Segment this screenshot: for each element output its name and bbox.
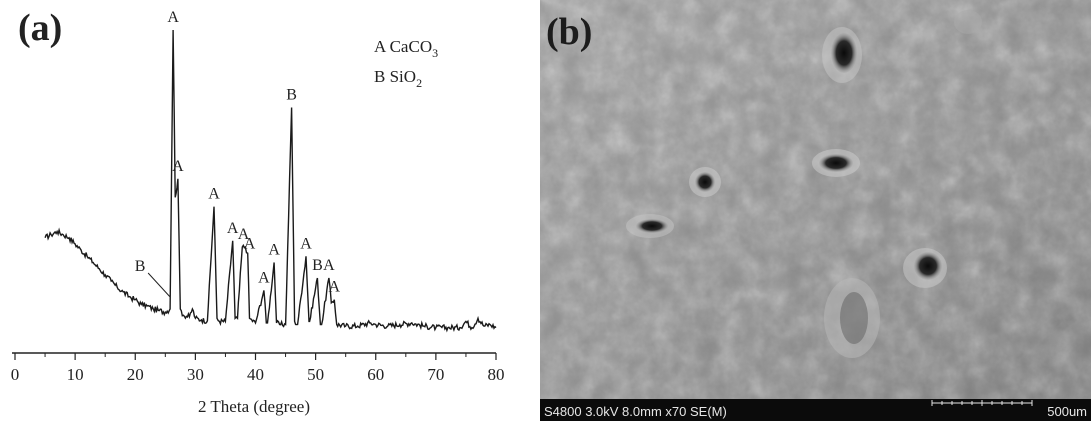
- sem-panel: (b) S4800 3.0kV 8.0mm x70 SE(M) 500um: [540, 0, 1091, 421]
- annotations: B: [135, 258, 171, 298]
- peak-label: A: [258, 269, 270, 286]
- annotation-label: B: [135, 258, 146, 275]
- peak-label: A: [244, 235, 256, 252]
- peak-label: A: [300, 235, 312, 252]
- pore-2: [689, 167, 721, 197]
- panel-a-label: (a): [18, 7, 62, 49]
- scale-bar-label: 500um: [1047, 404, 1087, 419]
- peak-label: A: [268, 242, 280, 259]
- x-axis-ticks: 0 10 20 30 40 50 60 70 80: [11, 353, 505, 384]
- pore-5: [903, 248, 947, 288]
- xrd-trace: [44, 29, 497, 333]
- pore-3: [812, 149, 860, 177]
- peak-label: A: [167, 9, 179, 26]
- peak-label: B: [286, 87, 297, 104]
- peak-label: A: [328, 279, 340, 296]
- x-tick-label: 10: [67, 365, 84, 384]
- xrd-chart: (a) A CaCO3 B SiO2 0 10 20 30 40 50 60 70 80 AAA…: [11, 7, 505, 416]
- x-tick-label: 80: [488, 365, 505, 384]
- x-axis-label: 2 Theta (degree): [198, 397, 310, 416]
- sem-image: (b) S4800 3.0kV 8.0mm x70 SE(M) 500um: [540, 0, 1091, 421]
- peak-label: A: [227, 220, 239, 237]
- peak-label: B: [312, 257, 323, 274]
- legend-item-b: B SiO2: [374, 67, 422, 90]
- pore-7: [954, 10, 982, 34]
- pore-6: [824, 278, 880, 358]
- x-tick-label: 0: [11, 365, 20, 384]
- x-tick-label: 70: [427, 365, 444, 384]
- x-tick-label: 40: [247, 365, 264, 384]
- peak-label: A: [172, 158, 184, 175]
- pore-1: [822, 27, 862, 83]
- peak-label: A: [238, 226, 250, 243]
- x-tick-label: 20: [127, 365, 144, 384]
- annotation-leader: [147, 272, 171, 298]
- sem-info-text: S4800 3.0kV 8.0mm x70 SE(M): [544, 404, 727, 419]
- x-tick-label: 50: [307, 365, 324, 384]
- scale-bar: [931, 400, 1033, 406]
- x-tick-label: 60: [367, 365, 384, 384]
- legend: A CaCO3 B SiO2: [374, 37, 438, 90]
- sem-info-bar: [540, 399, 1091, 421]
- panel-b-label: (b): [546, 11, 592, 53]
- pore-4: [626, 214, 674, 238]
- peak-label: A: [323, 257, 335, 274]
- legend-item-a: A CaCO3: [374, 37, 438, 60]
- peak-label: A: [208, 186, 220, 203]
- x-tick-label: 30: [187, 365, 204, 384]
